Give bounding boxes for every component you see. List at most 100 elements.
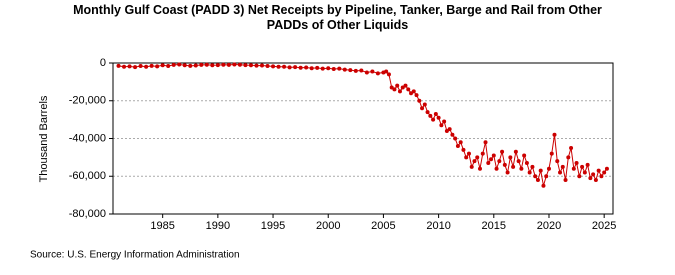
data-point: [431, 117, 436, 122]
y-tick-label: 0: [100, 57, 106, 69]
data-point: [439, 123, 444, 128]
data-point: [188, 63, 193, 68]
data-point: [193, 63, 198, 68]
data-point: [458, 140, 463, 145]
data-point: [138, 64, 143, 69]
data-point: [604, 166, 609, 171]
data-point: [483, 140, 488, 145]
y-tick-label: -80,000: [69, 208, 106, 220]
data-point: [455, 144, 460, 149]
data-point: [558, 170, 563, 175]
data-point: [461, 147, 466, 152]
data-point: [596, 168, 601, 173]
data-point: [199, 62, 204, 67]
data-point: [571, 166, 576, 171]
y-tick-label: -20,000: [69, 95, 106, 107]
data-point: [535, 178, 540, 183]
data-point: [309, 66, 314, 71]
data-point: [555, 159, 560, 164]
data-point: [422, 102, 427, 107]
data-point: [569, 145, 574, 150]
x-tick-label: 1990: [206, 220, 230, 232]
data-point: [585, 162, 590, 167]
data-point: [546, 166, 551, 171]
data-line: [118, 64, 608, 186]
y-axis-label: Thousand Barrels: [38, 95, 50, 182]
data-point: [508, 155, 513, 160]
data-point: [480, 151, 485, 156]
data-point: [122, 64, 127, 69]
data-point: [538, 168, 543, 173]
data-point: [254, 63, 259, 68]
data-point: [513, 149, 518, 154]
data-point: [442, 119, 447, 124]
data-point: [384, 69, 389, 74]
data-point: [453, 136, 458, 141]
data-point: [260, 63, 265, 68]
data-point: [248, 63, 253, 68]
x-tick-label: 1995: [261, 220, 285, 232]
data-point: [149, 63, 154, 68]
data-point: [466, 151, 471, 156]
data-point: [304, 65, 309, 70]
x-tick-label: 2020: [537, 220, 561, 232]
data-point: [524, 161, 529, 166]
data-point: [588, 176, 593, 181]
data-point: [414, 93, 419, 98]
source: Source: U.S. Energy Information Administ…: [30, 250, 240, 261]
data-point: [155, 64, 160, 69]
data-point: [417, 98, 422, 103]
data-point: [315, 65, 320, 70]
data-point: [491, 153, 496, 158]
chart-title: Monthly Gulf Coast (PADD 3) Net Receipts…: [73, 3, 602, 32]
data-point: [397, 89, 402, 94]
data-point: [560, 164, 565, 169]
data-point: [502, 162, 507, 167]
data-point: [127, 64, 132, 69]
data-point: [505, 170, 510, 175]
data-point: [359, 68, 364, 73]
data-point: [486, 161, 491, 166]
data-point: [210, 63, 215, 68]
data-point: [364, 70, 369, 75]
data-point: [475, 155, 480, 160]
data-point: [406, 87, 411, 92]
data-point: [511, 164, 516, 169]
data-point: [282, 64, 287, 69]
data-point: [331, 67, 336, 72]
data-point: [522, 153, 527, 158]
data-point: [171, 62, 176, 67]
data-point: [489, 157, 494, 162]
data-point: [182, 63, 187, 68]
data-point: [433, 111, 438, 116]
data-point: [326, 66, 331, 71]
data-point: [237, 62, 242, 67]
data-point: [348, 68, 353, 73]
data-point: [177, 62, 182, 67]
data-point: [395, 83, 400, 88]
data-point: [243, 63, 248, 68]
data-point: [144, 64, 149, 69]
x-tick-label: 2025: [592, 220, 616, 232]
data-point: [342, 67, 347, 72]
data-point: [293, 65, 298, 70]
data-point: [166, 64, 171, 69]
data-point: [353, 68, 358, 73]
data-point: [477, 166, 482, 171]
data-point: [574, 161, 579, 166]
data-point: [544, 174, 549, 179]
data-point: [386, 72, 391, 77]
data-point: [271, 64, 276, 69]
data-point: [287, 65, 292, 70]
x-tick-label: 2000: [316, 220, 340, 232]
data-point: [464, 155, 469, 160]
data-point: [591, 172, 596, 177]
data-point: [494, 166, 499, 171]
data-point: [215, 63, 220, 68]
data-point: [428, 113, 433, 118]
data-point: [298, 65, 303, 70]
data-point: [599, 174, 604, 179]
data-point: [602, 170, 607, 175]
